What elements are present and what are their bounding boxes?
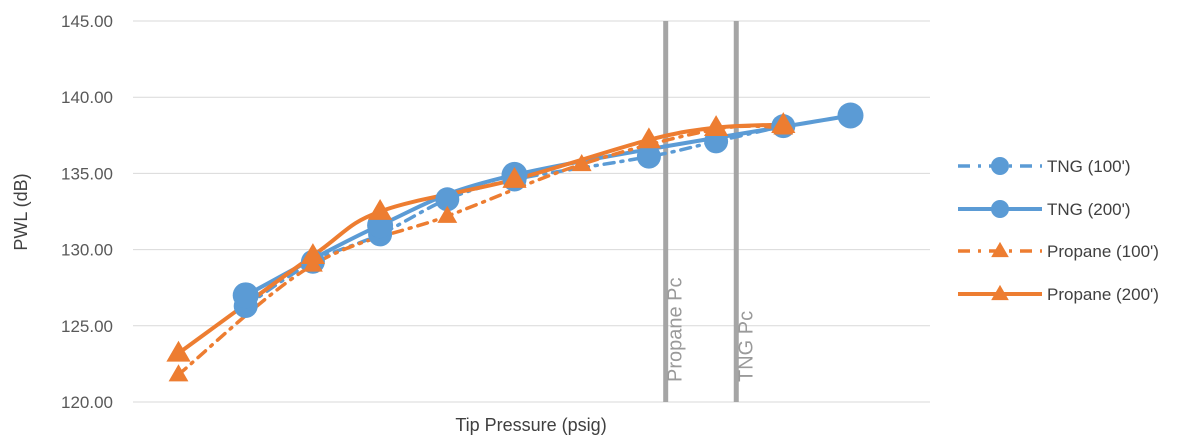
y-tick-label: 145.00 [61,12,113,31]
y-axis-title: PWL (dB) [11,173,31,250]
data-point [636,127,662,149]
data-point [166,340,191,362]
reference-line-label: Propane Pc [665,277,687,382]
data-point [168,364,189,382]
legend-marker [991,200,1009,218]
series-line [176,122,786,356]
data-point [636,144,661,169]
data-point [232,282,259,309]
gridlines [133,20,930,403]
data-point [367,198,393,220]
legend-label: Propane (200') [1047,285,1159,304]
legend-marker [991,157,1009,175]
y-tick-label: 135.00 [61,164,113,183]
data-point [437,205,458,223]
legend-marker [991,284,1009,301]
legend-label: TNG (200') [1047,200,1131,219]
x-axis-title: Tip Pressure (psig) [455,415,606,435]
legend: TNG (100') TNG (200') Propane (100') Propan… [958,157,1159,304]
data-point [703,115,729,137]
data-point [771,112,796,133]
legend-label: TNG (100') [1047,157,1131,176]
legend-marker [991,241,1009,258]
reference-line-label: TNG Pc [735,311,757,382]
data-point [435,187,460,212]
series-line [243,113,853,298]
series-line [176,124,786,377]
series-line [243,124,786,308]
reference-lines: Propane Pc TNG Pc [663,21,757,402]
legend-label: Propane (100') [1047,242,1159,261]
y-tick-label: 120.00 [61,393,113,412]
data-point [502,166,527,188]
data-point [300,243,326,265]
y-tick-label: 130.00 [61,241,113,260]
y-tick-label: 125.00 [61,317,113,336]
data-markers [166,102,864,382]
y-tick-label: 140.00 [61,88,113,107]
data-point [837,102,864,129]
data-point [571,153,592,172]
y-axis-ticks: 120.00 125.00 130.00 135.00 140.00 145.00 [61,12,113,412]
